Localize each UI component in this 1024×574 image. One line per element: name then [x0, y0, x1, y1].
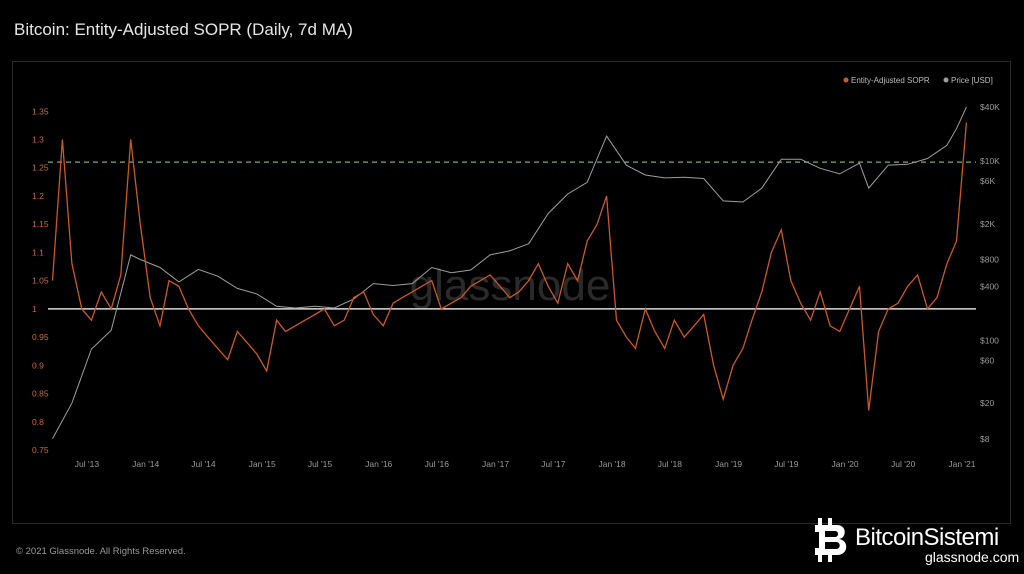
x-tick-label: Jul '18 [658, 459, 683, 469]
x-tick-label: Jan '17 [482, 459, 509, 469]
copyright-footer: © 2021 Glassnode. All Rights Reserved. [16, 546, 186, 557]
y-right-tick-label: $10K [980, 156, 1000, 166]
x-tick-label: Jul '16 [425, 459, 450, 469]
watermark: glassnode [410, 261, 611, 310]
y-right-tick-label: $20 [980, 398, 994, 408]
y-right-tick-label: $8 [980, 434, 990, 444]
y-left-tick-label: 1.25 [32, 163, 49, 173]
y-right-tick-label: $2K [980, 219, 995, 229]
y-left-tick-label: 1.05 [32, 276, 49, 286]
x-tick-label: Jan '18 [598, 459, 625, 469]
legend: Entity-Adjusted SOPR Price [USD] [843, 76, 993, 85]
brand-name: BitcoinSistemi [855, 524, 999, 551]
bitcoin-logo-icon [815, 518, 847, 562]
x-tick-label: Jul '20 [891, 459, 916, 469]
y-left-tick-label: 1.2 [32, 191, 44, 201]
legend-sopr-swatch [843, 77, 849, 83]
x-tick-label: Jul '13 [75, 459, 100, 469]
y-left-tick-label: 0.85 [32, 389, 49, 399]
x-tick-label: Jul '15 [308, 459, 333, 469]
y-left-tick-label: 1.35 [32, 106, 49, 116]
y-left-tick-label: 1.15 [32, 219, 49, 229]
x-tick-label: Jul '17 [541, 459, 566, 469]
legend-price-label: Price [USD] [951, 76, 993, 85]
y-left-tick-label: 1.3 [32, 135, 44, 145]
y-left-tick-label: 0.95 [32, 332, 49, 342]
x-tick-label: Jan '19 [715, 459, 742, 469]
y-left-tick-label: 1 [32, 304, 37, 314]
chart-title: Bitcoin: Entity-Adjusted SOPR (Daily, 7d… [14, 20, 353, 39]
x-tick-label: Jan '21 [948, 459, 975, 469]
y-right-tick-label: $800 [980, 254, 999, 264]
x-tick-label: Jan '15 [249, 459, 276, 469]
x-tick-label: Jul '14 [191, 459, 216, 469]
legend-sopr-label: Entity-Adjusted SOPR [851, 76, 930, 85]
y-left-tick-label: 0.75 [32, 445, 49, 455]
series-sopr-line [51, 122, 968, 411]
x-tick-label: Jan '20 [832, 459, 859, 469]
y-right-tick-label: $60 [980, 355, 994, 365]
legend-price-swatch [943, 77, 949, 83]
y-right-tick-label: $6K [980, 176, 995, 186]
y-left-tick-label: 0.9 [32, 360, 44, 370]
x-tick-label: Jan '14 [132, 459, 159, 469]
brand-sub: glassnode.com [925, 549, 1020, 565]
y-left-tick-label: 0.8 [32, 417, 44, 427]
series-price-line [52, 106, 967, 440]
chart-frame [12, 61, 1011, 524]
y-right-tick-label: $400 [980, 281, 999, 291]
y-right-tick-label: $100 [980, 335, 999, 345]
x-tick-label: Jul '19 [774, 459, 799, 469]
brand-watermark: BitcoinSistemi glassnode.com [815, 516, 1019, 566]
x-tick-label: Jan '16 [365, 459, 392, 469]
y-right-tick-label: $40K [980, 102, 1000, 112]
y-left-tick-label: 1.1 [32, 247, 44, 257]
